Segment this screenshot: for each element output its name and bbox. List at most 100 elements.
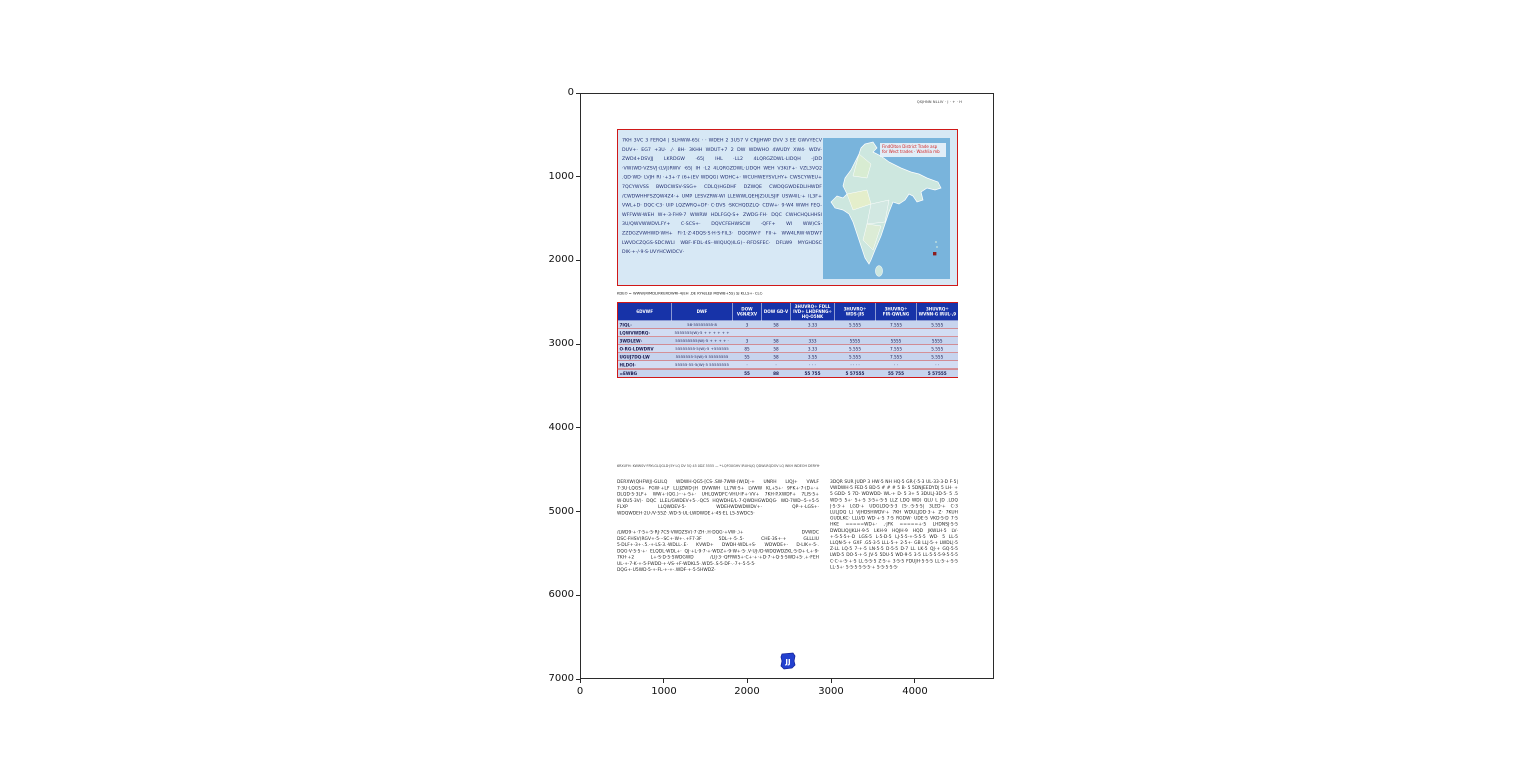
col-header: DWF [671,302,733,322]
map-state-region [866,199,890,225]
cell: · · · [790,360,835,370]
cell: 7.555 [875,320,917,330]
cell: 7.555 [875,344,917,354]
y-tick-mark [576,176,580,178]
map-state-region [862,223,882,251]
body-left-column: DERXW(QHFWJ)·GLILQ WDWH·QG5·[CS·.SW·7WW·… [617,479,819,655]
cell [834,328,876,338]
table-footnote: 6RXUFH: KWWSV·FRYLGLQGLD·J5Y·LQ DV 5Q 45… [617,464,821,468]
table-row: LQWVWDRQ· 5555555(W)·5 + + + + + + [617,328,958,338]
cell: 5555 [875,336,917,346]
cell: 88 [761,368,791,378]
cell: 5.555 [834,352,876,362]
x-tick-label: 3000 [818,686,844,697]
sri-lanka [875,265,883,277]
body-paragraph: DERXW(QHFWJ)·GLILQ WDWH·QG5·[CS·.SW·7WW·… [617,479,819,516]
cell [732,328,762,338]
col-header: 3HUVRQ÷ FIR·QWLNG [875,302,917,322]
cell: 55555·55·5(W)·5 55555555 [671,360,733,370]
cell: 55 755 [875,368,917,378]
cell [671,368,733,378]
table-row: 7IQL· 58·55555555·8 3 58 3.33 5.555 7.55… [617,320,958,330]
col-header: 6DVWF [617,302,672,322]
intro-paragraph-wrap: 7KH 3VC 3 FERQ4 | SLHWW-65( · · WDEH 2 3… [622,136,822,280]
cell: · [761,360,791,370]
cell [790,328,835,338]
y-tick-mark [576,427,580,429]
data-table: 6DVWF DWF DOW V6NÆXV DOW GD·V 3HUVRQ÷ FD… [617,302,958,379]
cell: 3 [732,336,762,346]
cell: 3.55 [790,352,835,362]
cell: 5555555(W)·5 + + + + + + [671,328,733,338]
india-map: FindOlton District Trade asp for Wect tr… [823,138,950,279]
table-total-row: =EWBG 55 88 55 755 5 57555 55 755 5 5755… [617,368,958,378]
cell: 7.555 [875,352,917,362]
cell: 3.33 [790,344,835,354]
page-header-text: QSJHNN NLLIV · J · + · H [916,100,962,104]
cell: · · [875,360,917,370]
cell: UGUJ7DQ·LW [617,352,672,362]
cell [761,328,791,338]
body-paragraph: /LWD9·+·7·5+·5·RJ·7CS·VWDZSV)·7·ZH·.H·DQ… [617,530,819,573]
andaman-island [935,241,937,243]
cell: 5555 [834,336,876,346]
body-paragraph: 3DQR SUR JUDP 3 HW·5 NH HQ·5 GR·[·5·3 UL… [830,479,958,570]
table-row: UGUJ7DQ·LW 5555555·5(W)·5 55555555 55 58… [617,352,958,362]
y-tick-label: 2000 [548,254,574,265]
intro-paragraph: 7KH 3VC 3 FERQ4 | SLHWW-65( · · WDEH 2 3… [622,137,822,255]
logo-letters: JJ [784,658,790,666]
cell: 5.555 [916,352,958,362]
cell: 5.555 [834,344,876,354]
y-tick-label: 0 [567,87,574,98]
cell: · [732,360,762,370]
cell: 5555555·5(W)·5 55555555 [671,352,733,362]
cell: 58 [761,352,791,362]
y-tick-mark [576,343,580,345]
cell: 5 57555 [916,368,958,378]
table-row: 3WDLEW· 555555555(W)·5 + + + + · 3 58 33… [617,336,958,346]
table-row: O·RG·LDWDRV 55555555·5(W)·5 +555555 85 5… [617,344,958,354]
cell: LQWVWDRQ· [617,328,672,338]
table-header-row: 6DVWF DWF DOW V6NÆXV DOW GD·V 3HUVRQ÷ FD… [617,302,958,322]
cell [875,328,917,338]
x-tick-mark [914,679,916,683]
cell: 5.555 [916,344,958,354]
y-tick-label: 6000 [548,589,574,600]
y-tick-mark [576,678,580,680]
cell: 55555555·5(W)·5 +555555 [671,344,733,354]
cell: 58 [761,344,791,354]
cell: 58 [761,320,791,330]
col-header: 3HUVRQ÷ WDS·JIS [834,302,876,322]
cell: 333 [790,336,835,346]
col-header: DOW GD·V [761,302,791,322]
cell: 3WDLEW· [617,336,672,346]
y-tick-mark [576,259,580,261]
col-header: DOW V6NÆXV [732,302,762,322]
map-label-line2: for Wect trades · Washlia mb [882,149,940,154]
cell: 5 57555 [834,368,876,378]
map-label-line1: FindOlton District Trade asp [882,144,938,149]
col-header: 3HUVRQ÷ WVNN·G IRUL·,9 [916,302,958,322]
andaman-island [936,246,938,248]
y-tick-label: 7000 [548,673,574,684]
y-tick-label: 5000 [548,506,574,517]
table-footnote-wrap: 6RXUFH: KWWSV·FRYLGLQGLD·J5Y·LQ DV 5Q 45… [617,464,958,472]
cell: 555555555(W)·5 + + + + · [671,336,733,346]
cell: 55 [732,368,762,378]
map-label-box [880,143,946,157]
cell: 55 755 [790,368,835,378]
table-row: HLDOI· 55555·55·5(W)·5 55555555 · · · · … [617,360,958,370]
cell: 3 [732,320,762,330]
cell: 85 [732,344,762,354]
cell: =EWBG [617,368,672,378]
x-tick-label: 2000 [734,686,760,697]
y-tick-mark [576,511,580,513]
cell: 3.33 [790,320,835,330]
cell: 5.555 [834,320,876,330]
cell: 5.555 [916,320,958,330]
y-tick-label: 1000 [548,171,574,182]
cell: 5555 [916,336,958,346]
y-tick-mark [576,92,580,94]
map-marker [933,252,937,256]
